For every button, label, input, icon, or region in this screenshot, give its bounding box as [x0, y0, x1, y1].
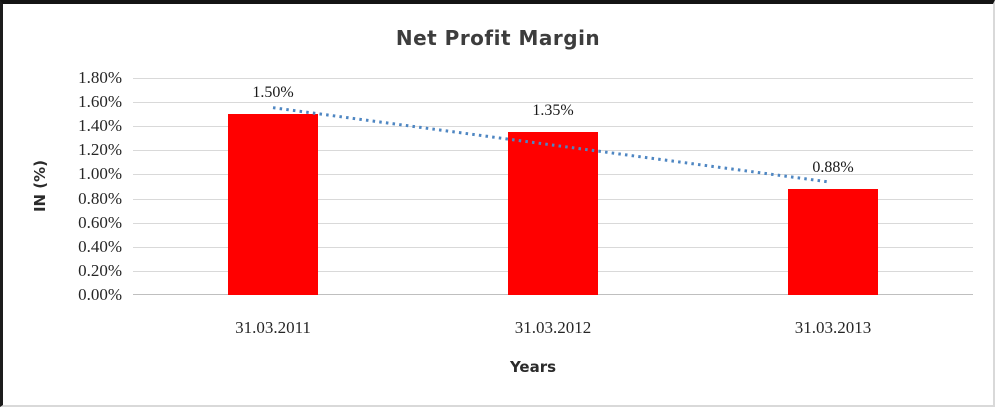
bar [508, 132, 598, 295]
y-tick-label: 1.60% [78, 92, 122, 112]
x-tick-label: 31.03.2011 [235, 318, 311, 337]
y-tick-label: 1.80% [78, 68, 122, 87]
y-tick-label: 0.60% [78, 212, 122, 232]
y-tick-label: 0.00% [78, 285, 122, 304]
plot-area: 1.50% 1.35% 0.88% [133, 78, 973, 295]
y-tick-label: 0.40% [78, 236, 122, 256]
y-tick-label: 1.00% [78, 164, 122, 184]
gridline [133, 126, 973, 127]
trendline [272, 106, 828, 184]
y-tick-label: 1.20% [78, 140, 122, 160]
data-label: 1.35% [532, 102, 574, 119]
y-tick-label: 0.20% [78, 260, 122, 280]
data-label: 0.88% [812, 159, 854, 176]
data-label: 1.50% [252, 84, 294, 101]
bar [228, 114, 318, 295]
y-tick-label: 1.40% [78, 116, 122, 136]
gridline [133, 102, 973, 103]
gridline [133, 78, 973, 79]
y-tick-label: 0.80% [78, 188, 122, 208]
bar [788, 189, 878, 295]
x-axis-title: Years [509, 358, 557, 376]
trendline-path [272, 106, 828, 184]
x-tick-label: 31.03.2013 [794, 318, 872, 337]
x-tick-label: 31.03.2012 [514, 318, 592, 337]
chart-title: Net Profit Margin [395, 26, 601, 50]
